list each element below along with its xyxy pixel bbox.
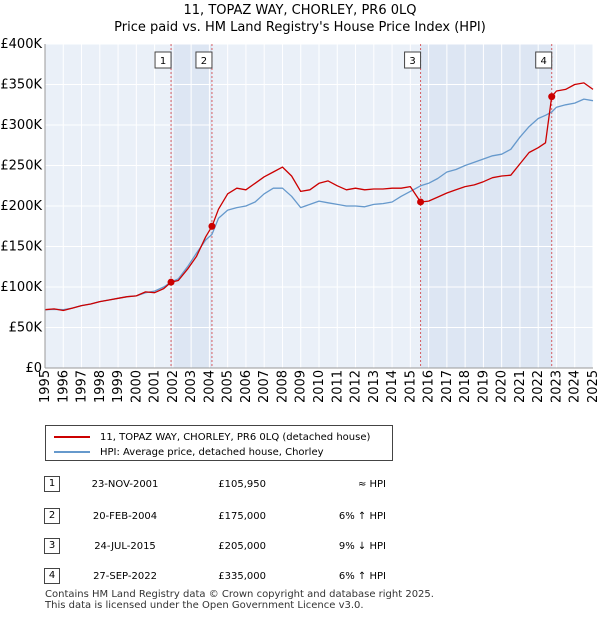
y-tick-label: £250K [0,159,42,174]
sale-point [548,93,556,101]
x-tick-label: 1998 [93,370,108,403]
chart-title: 11, TOPAZ WAY, CHORLEY, PR6 0LQ [183,3,417,18]
sale-date: 23-NOV-2001 [91,479,159,490]
sale-marker-label: 1 [160,56,166,67]
legend-item-hpi: HPI: Average price, detached house, Chor… [54,445,324,459]
sale-marker-label: 2 [201,56,207,67]
footer-line-2: This data is licensed under the Open Gov… [45,600,364,611]
x-tick-label: 2014 [385,370,400,403]
sale-marker-box [404,51,422,69]
sale-number: 3 [44,538,60,554]
x-tick-label: 2024 [568,370,583,403]
x-tick-label: 2007 [257,370,272,403]
sale-date: 20-FEB-2004 [92,511,158,522]
x-tick-label: 2017 [440,370,455,403]
sale-number: 2 [44,508,60,524]
sale-date: 24-JUL-2015 [94,541,156,552]
sale-price: £105,950 [218,479,266,490]
sale-marker-label: 4 [541,56,547,67]
x-tick-label: 2003 [184,370,199,403]
y-tick-label: £100K [0,280,42,295]
sale-date: 27-SEP-2022 [93,571,157,582]
sale-hpi-comparison: 6% ↑ HPI [338,511,386,522]
y-tick-label: £350K [0,78,42,93]
sale-price: £205,000 [218,541,266,552]
x-tick-label: 2011 [330,370,345,403]
sale-number: 4 [44,568,60,584]
x-tick-label: 1996 [56,370,71,403]
x-tick-label: 2006 [239,370,254,403]
x-tick-label: 2005 [221,370,236,403]
y-tick-label: £150K [0,240,42,255]
sale-number: 1 [44,476,60,492]
legend: 11, TOPAZ WAY, CHORLEY, PR6 0LQ (detache… [45,425,393,461]
y-tick-label: £0 [25,361,42,376]
sale-marker-box [535,51,553,69]
legend-item-property: 11, TOPAZ WAY, CHORLEY, PR6 0LQ (detache… [54,430,370,444]
x-tick-label: 2012 [349,370,364,403]
x-tick-label: 2025 [586,370,600,403]
sale-point [208,222,216,230]
y-tick-label: £300K [0,118,42,133]
sale-hpi-comparison: ≈ HPI [357,479,386,490]
x-tick-label: 2022 [531,370,546,403]
x-tick-label: 2008 [275,370,290,403]
x-tick-label: 2013 [367,370,382,403]
sale-hpi-comparison: 9% ↓ HPI [338,541,386,552]
x-tick-label: 1997 [75,370,90,403]
x-tick-label: 2016 [422,370,437,403]
chart-title-block: 11, TOPAZ WAY, CHORLEY, PR6 0LQ Price pa… [0,2,600,36]
legend-swatch-hpi [54,451,90,453]
property-series-line [44,82,594,312]
x-tick-label: 2020 [495,370,510,403]
x-tick-label: 1999 [111,370,126,403]
y-tick-label: £200K [0,199,42,214]
x-tick-label: 2009 [294,370,309,403]
x-tick-label: 2010 [312,370,327,403]
sale-price: £335,000 [218,571,266,582]
legend-label-hpi: HPI: Average price, detached house, Chor… [100,446,324,458]
sale-row: 4 27-SEP-2022 £335,000 6% ↑ HPI [0,566,600,586]
legend-label-property: 11, TOPAZ WAY, CHORLEY, PR6 0LQ (detache… [100,431,371,443]
sale-point [417,198,425,206]
sale-row: 3 24-JUL-2015 £205,000 9% ↓ HPI [0,536,600,556]
x-tick-label: 2001 [148,370,163,403]
x-tick-label: 2015 [403,370,418,403]
y-tick-label: £50K [9,321,43,336]
chart-subtitle: Price paid vs. HM Land Registry's House … [114,20,486,35]
x-tick-label: 2018 [458,370,473,403]
sale-row: 1 23-NOV-2001 £105,950 ≈ HPI [0,474,600,494]
sale-marker-box [195,51,213,69]
sale-price: £175,000 [218,511,266,522]
x-tick-label: 2019 [476,370,491,403]
price-chart: 1 2 3 4 £0 £50K £100K £150K £200K £250K £300K £350… [0,37,600,403]
sale-row: 2 20-FEB-2004 £175,000 6% ↑ HPI [0,506,600,526]
footer-line-1: Contains HM Land Registry data © Crown c… [45,589,434,600]
legend-swatch-property [54,436,90,438]
x-tick-label: 2021 [513,370,528,403]
y-tick-label: £400K [0,37,42,52]
x-tick-label: 2023 [549,370,564,403]
sale-point [167,278,175,286]
x-tick-label: 2004 [202,370,217,403]
sale-marker-box [154,51,172,69]
footer-attribution: Contains HM Land Registry data © Crown c… [45,589,434,611]
sale-marker-label: 3 [409,56,415,67]
x-tick-label: 2002 [166,370,181,403]
x-tick-label: 1995 [38,370,53,403]
sale-hpi-comparison: 6% ↑ HPI [338,571,386,582]
x-tick-label: 2000 [129,370,144,403]
